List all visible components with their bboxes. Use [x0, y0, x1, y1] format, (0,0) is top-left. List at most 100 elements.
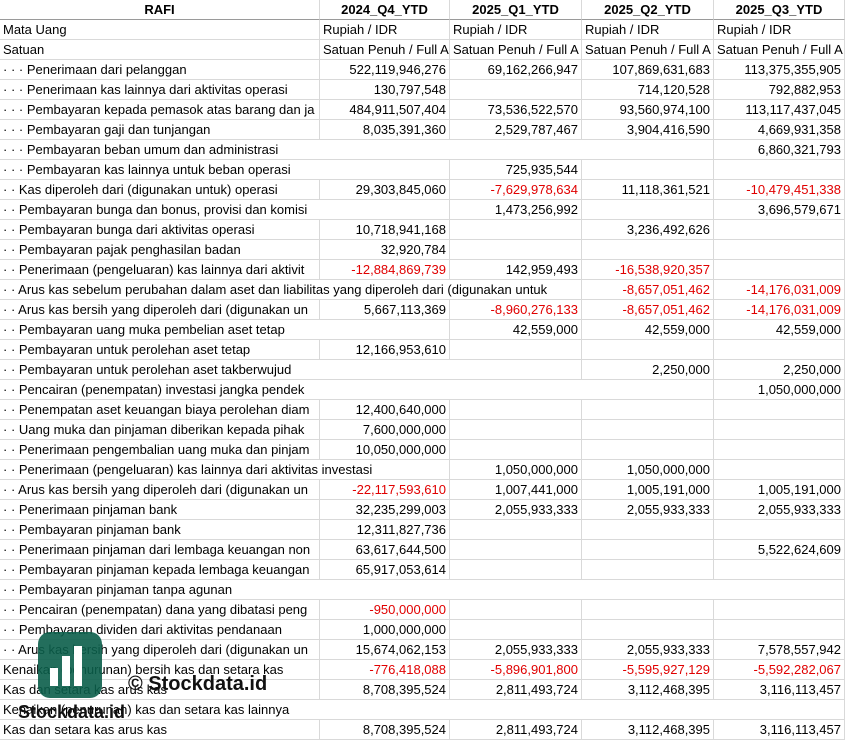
empty-cell [714, 520, 845, 540]
value-cell: 63,617,644,500 [320, 540, 450, 560]
value-cell: 2,055,933,333 [450, 500, 582, 520]
value-cell: 29,303,845,060 [320, 180, 450, 200]
empty-cell [450, 560, 582, 580]
value-cell: -12,884,869,739 [320, 260, 450, 280]
row-label: · · Pembayaran untuk perolehan aset takb… [0, 360, 582, 380]
empty-cell [582, 440, 714, 460]
meta-cell: Satuan Penuh / Full A [714, 40, 845, 60]
value-cell: 7,578,557,942 [714, 640, 845, 660]
empty-cell [582, 160, 714, 180]
value-cell: -5,896,901,800 [450, 660, 582, 680]
value-cell: 107,869,631,683 [582, 60, 714, 80]
value-cell: 3,696,579,671 [714, 200, 845, 220]
value-cell: 8,708,395,524 [320, 680, 450, 700]
value-cell: 130,797,548 [320, 80, 450, 100]
value-cell: 714,120,528 [582, 80, 714, 100]
row-label: · · Pembayaran uang muka pembelian aset … [0, 320, 450, 340]
empty-cell [714, 340, 845, 360]
row-label: · · Penempatan aset keuangan biaya perol… [0, 400, 320, 420]
value-cell: 522,119,946,276 [320, 60, 450, 80]
column-header: RAFI [0, 0, 320, 20]
value-cell: 484,911,507,404 [320, 100, 450, 120]
column-header: 2025_Q2_YTD [582, 0, 714, 20]
value-cell: 12,166,953,610 [320, 340, 450, 360]
empty-cell [714, 220, 845, 240]
row-label: · · · Penerimaan dari pelanggan [0, 60, 320, 80]
value-cell: 3,904,416,590 [582, 120, 714, 140]
value-cell: 2,250,000 [714, 360, 845, 380]
value-cell: 6,860,321,793 [714, 140, 845, 160]
value-cell: -7,629,978,634 [450, 180, 582, 200]
value-cell: 792,882,953 [714, 80, 845, 100]
value-cell: 2,055,933,333 [582, 500, 714, 520]
value-cell: 1,050,000,000 [450, 460, 582, 480]
value-cell: 7,600,000,000 [320, 420, 450, 440]
empty-cell [714, 620, 845, 640]
empty-cell [450, 340, 582, 360]
value-cell: 3,112,468,395 [582, 720, 714, 740]
empty-cell [450, 400, 582, 420]
value-cell: 8,035,391,360 [320, 120, 450, 140]
empty-cell [582, 340, 714, 360]
row-label: · · Penerimaan (pengeluaran) kas lainnya… [0, 260, 320, 280]
meta-cell: Rupiah / IDR [320, 20, 450, 40]
empty-cell [582, 540, 714, 560]
value-cell: -16,538,920,357 [582, 260, 714, 280]
value-cell: 32,920,784 [320, 240, 450, 260]
value-cell: -776,418,088 [320, 660, 450, 680]
empty-cell [582, 240, 714, 260]
empty-cell [714, 240, 845, 260]
value-cell: 3,116,113,457 [714, 680, 845, 700]
row-label: · · Pembayaran bunga dari aktivitas oper… [0, 220, 320, 240]
value-cell: 69,162,266,947 [450, 60, 582, 80]
empty-cell [450, 620, 582, 640]
row-label: · · Pencairan (penempatan) investasi jan… [0, 380, 714, 400]
value-cell: 1,000,000,000 [320, 620, 450, 640]
value-cell: -950,000,000 [320, 600, 450, 620]
row-label: · · · Pembayaran kas lainnya untuk beban… [0, 160, 450, 180]
row-label: · · Penerimaan pinjaman bank [0, 500, 320, 520]
row-label: · · Uang muka dan pinjaman diberikan kep… [0, 420, 320, 440]
value-cell: 11,118,361,521 [582, 180, 714, 200]
row-label: · · · Pembayaran beban umum dan administ… [0, 140, 714, 160]
empty-cell [582, 400, 714, 420]
empty-cell [714, 560, 845, 580]
row-label: · · Pembayaran dividen dari aktivitas pe… [0, 620, 320, 640]
value-cell: 1,005,191,000 [714, 480, 845, 500]
value-cell: 3,112,468,395 [582, 680, 714, 700]
row-label: · · Penerimaan pinjaman dari lembaga keu… [0, 540, 320, 560]
row-label: · · · Penerimaan kas lainnya dari aktivi… [0, 80, 320, 100]
empty-cell [582, 520, 714, 540]
row-label: · · Pembayaran bunga dan bonus, provisi … [0, 200, 450, 220]
value-cell: 113,375,355,905 [714, 60, 845, 80]
value-cell: 2,811,493,724 [450, 720, 582, 740]
empty-cell [582, 420, 714, 440]
row-label: · · Pembayaran pinjaman bank [0, 520, 320, 540]
value-cell: 42,559,000 [714, 320, 845, 340]
row-label: · · · Pembayaran kepada pemasok atas bar… [0, 100, 320, 120]
empty-cell [450, 240, 582, 260]
empty-cell [450, 440, 582, 460]
value-cell: 3,236,492,626 [582, 220, 714, 240]
empty-cell [450, 520, 582, 540]
empty-cell [714, 460, 845, 480]
value-cell: 1,007,441,000 [450, 480, 582, 500]
value-cell: 725,935,544 [450, 160, 582, 180]
empty-cell [450, 220, 582, 240]
meta-cell: Rupiah / IDR [450, 20, 582, 40]
row-label: · · Arus kas bersih yang diperoleh dari … [0, 480, 320, 500]
value-cell: -10,479,451,338 [714, 180, 845, 200]
value-cell: -5,592,282,067 [714, 660, 845, 680]
empty-cell [714, 260, 845, 280]
value-cell: 2,055,933,333 [582, 640, 714, 660]
value-cell: 15,674,062,153 [320, 640, 450, 660]
value-cell: 65,917,053,614 [320, 560, 450, 580]
row-label: Kas dan setara kas arus kas [0, 680, 320, 700]
value-cell: 1,005,191,000 [582, 480, 714, 500]
row-label: · · Arus kas sebelum perubahan dalam ase… [0, 280, 582, 300]
row-label: Mata Uang [0, 20, 320, 40]
meta-cell: Rupiah / IDR [582, 20, 714, 40]
value-cell: 8,708,395,524 [320, 720, 450, 740]
value-cell: 42,559,000 [582, 320, 714, 340]
